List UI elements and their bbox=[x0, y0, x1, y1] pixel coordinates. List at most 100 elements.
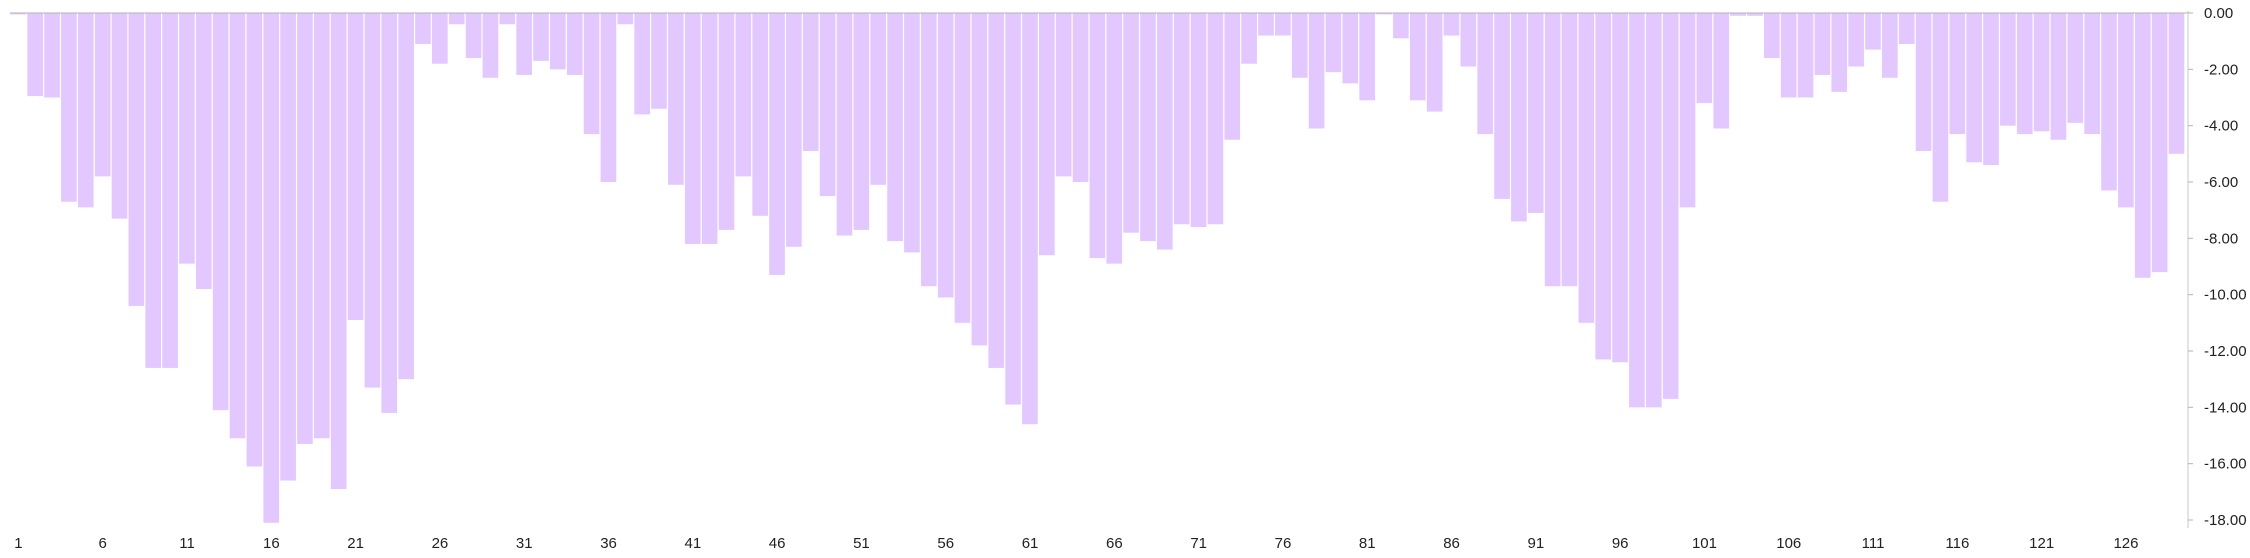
bar-49 bbox=[819, 13, 836, 197]
bar-77 bbox=[1291, 13, 1308, 78]
x-tick-label: 51 bbox=[853, 535, 870, 552]
bar-12 bbox=[195, 13, 212, 290]
x-tick-label: 81 bbox=[1359, 535, 1376, 552]
bar-26 bbox=[432, 13, 448, 64]
bar-63 bbox=[1055, 13, 1072, 177]
bar-40 bbox=[668, 13, 684, 185]
bar-75 bbox=[1258, 13, 1274, 36]
bar-121 bbox=[2033, 13, 2050, 132]
bar-5 bbox=[77, 13, 94, 208]
bar-123 bbox=[2067, 13, 2084, 123]
bar-22 bbox=[364, 13, 381, 388]
x-tick-label: 71 bbox=[1190, 535, 1207, 552]
bar-106 bbox=[1780, 13, 1797, 98]
x-tick-label: 106 bbox=[1776, 535, 1801, 552]
bar-3 bbox=[44, 13, 60, 98]
bar-2 bbox=[27, 13, 44, 97]
bar-128 bbox=[2151, 13, 2168, 273]
x-tick-label: 86 bbox=[1443, 535, 1460, 552]
x-tick-label: 111 bbox=[1862, 535, 1885, 552]
x-tick-label: 91 bbox=[1528, 535, 1545, 552]
bar-71 bbox=[1190, 13, 1207, 228]
x-tick-label: 61 bbox=[1022, 535, 1039, 552]
bar-74 bbox=[1241, 13, 1257, 64]
x-tick-label: 1 bbox=[14, 535, 22, 552]
bar-102 bbox=[1713, 13, 1730, 129]
bar-119 bbox=[2000, 13, 2016, 126]
bar-37 bbox=[617, 13, 634, 25]
bar-89 bbox=[1494, 13, 1510, 199]
bar-45 bbox=[752, 13, 769, 216]
x-tick-label: 21 bbox=[347, 535, 364, 552]
bar-103 bbox=[1730, 13, 1746, 16]
x-tick-label: 101 bbox=[1692, 535, 1717, 552]
bar-54 bbox=[904, 13, 920, 253]
bar-81 bbox=[1359, 13, 1375, 101]
x-tick-label: 96 bbox=[1612, 535, 1629, 552]
bar-36 bbox=[600, 13, 617, 182]
bar-69 bbox=[1157, 13, 1173, 250]
bar-101 bbox=[1696, 13, 1713, 104]
bar-86 bbox=[1443, 13, 1460, 36]
bar-99 bbox=[1662, 13, 1679, 399]
bar-95 bbox=[1595, 13, 1612, 360]
bar-93 bbox=[1561, 13, 1578, 287]
bar-108 bbox=[1814, 13, 1831, 75]
bar-50 bbox=[836, 13, 853, 236]
bar-85 bbox=[1426, 13, 1443, 112]
bar-10 bbox=[162, 13, 178, 368]
bar-24 bbox=[398, 13, 414, 380]
bar-57 bbox=[954, 13, 971, 323]
bar-55 bbox=[920, 13, 937, 287]
bar-47 bbox=[786, 13, 802, 247]
bar-110 bbox=[1848, 13, 1864, 67]
bar-59 bbox=[988, 13, 1005, 368]
bar-32 bbox=[533, 13, 549, 61]
bar-56 bbox=[937, 13, 954, 298]
x-tick-label: 41 bbox=[685, 535, 702, 552]
x-tick-label: 16 bbox=[263, 535, 280, 552]
y-tick-label: -6.00 bbox=[2204, 174, 2238, 191]
bar-33 bbox=[550, 13, 566, 70]
bar-73 bbox=[1224, 13, 1241, 140]
bar-83 bbox=[1393, 13, 1409, 39]
bar-84 bbox=[1409, 13, 1426, 101]
bar-66 bbox=[1106, 13, 1123, 264]
bar-34 bbox=[566, 13, 583, 75]
bar-104 bbox=[1747, 13, 1763, 16]
bar-129 bbox=[2168, 13, 2185, 154]
y-tick-label: -16.00 bbox=[2204, 456, 2247, 473]
bar-78 bbox=[1308, 13, 1325, 129]
axis-layer: 0.00 -2.00 -4.00 -6.00 -8.00 -10.00 -12.00 -14.… bbox=[10, 5, 2247, 552]
bar-92 bbox=[1544, 13, 1561, 287]
y-tick-label: -4.00 bbox=[2204, 118, 2238, 135]
bar-124 bbox=[2084, 13, 2100, 135]
bar-25 bbox=[415, 13, 431, 44]
bar-44 bbox=[735, 13, 752, 177]
bar-39 bbox=[651, 13, 667, 109]
bar-67 bbox=[1123, 13, 1139, 233]
bar-43 bbox=[718, 13, 735, 230]
bar-120 bbox=[2016, 13, 2033, 135]
bar-60 bbox=[1005, 13, 1021, 405]
bar-82 bbox=[1376, 13, 1392, 15]
bar-115 bbox=[1932, 13, 1949, 202]
y-tick-label: -14.00 bbox=[2204, 399, 2247, 416]
bar-4 bbox=[61, 13, 77, 202]
bar-76 bbox=[1275, 13, 1291, 36]
x-tick-label: 26 bbox=[432, 535, 449, 552]
bar-20 bbox=[330, 13, 347, 490]
bar-8 bbox=[128, 13, 145, 306]
bar-98 bbox=[1645, 13, 1662, 408]
bar-80 bbox=[1342, 13, 1359, 84]
bar-23 bbox=[381, 13, 398, 413]
bar-118 bbox=[1983, 13, 1999, 166]
bar-6 bbox=[94, 13, 111, 177]
x-tick-label: 6 bbox=[99, 535, 107, 552]
bar-65 bbox=[1089, 13, 1106, 259]
bar-87 bbox=[1460, 13, 1477, 67]
y-tick-label: -2.00 bbox=[2204, 61, 2238, 78]
bar-68 bbox=[1140, 13, 1156, 242]
